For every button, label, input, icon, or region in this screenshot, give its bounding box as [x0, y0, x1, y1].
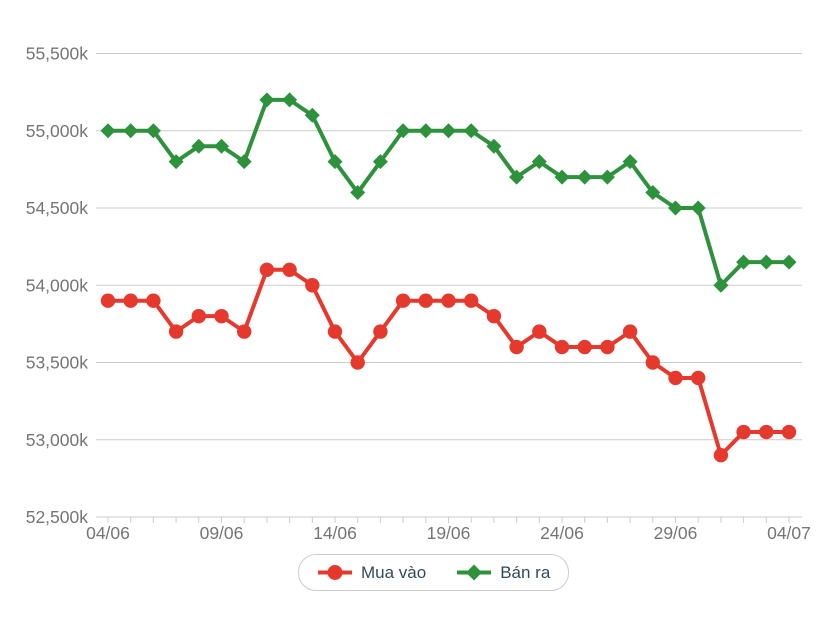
y-axis-label: 55,000k [26, 121, 89, 141]
data-point-mua-vao[interactable] [577, 339, 592, 355]
data-point-ban-ra[interactable] [781, 254, 797, 270]
x-axis-label: 24/06 [540, 523, 584, 543]
data-point-mua-vao[interactable] [532, 324, 547, 339]
x-axis-label: 29/06 [654, 523, 698, 543]
line-circle-marker-icon [318, 565, 352, 580]
data-point-ban-ra[interactable] [100, 123, 116, 139]
y-axis-label: 53,500k [26, 353, 89, 373]
data-point-ban-ra[interactable] [372, 154, 388, 170]
data-point-ban-ra[interactable] [486, 138, 502, 154]
data-point-mua-vao[interactable] [759, 424, 774, 440]
y-axis-label: 53,000k [26, 430, 89, 450]
data-point-mua-vao[interactable] [441, 293, 456, 308]
data-point-mua-vao[interactable] [214, 308, 229, 324]
data-point-mua-vao[interactable] [736, 424, 751, 440]
legend-item-mua-vao[interactable]: Mua vào [317, 564, 426, 581]
data-point-mua-vao[interactable] [486, 308, 502, 324]
data-point-ban-ra[interactable] [191, 138, 207, 154]
x-axis-label: 04/07 [767, 523, 811, 543]
data-point-mua-vao[interactable] [237, 324, 252, 339]
data-point-ban-ra[interactable] [645, 185, 661, 201]
data-point-mua-vao[interactable] [622, 324, 638, 339]
data-point-ban-ra[interactable] [622, 154, 638, 170]
x-axis-label: 04/06 [86, 523, 130, 543]
legend-item-ban-ra[interactable]: Bán ra [456, 564, 550, 581]
data-point-ban-ra[interactable] [282, 92, 298, 108]
data-point-ban-ra[interactable] [668, 200, 683, 216]
chart-legend: Mua vào Bán ra [298, 554, 570, 591]
data-point-mua-vao[interactable] [282, 262, 297, 277]
y-axis-label: 52,500k [26, 507, 89, 527]
data-point-mua-vao[interactable] [123, 293, 138, 308]
data-point-ban-ra[interactable] [577, 169, 593, 185]
x-axis-label: 09/06 [200, 523, 244, 543]
y-axis-label: 54,500k [26, 198, 89, 218]
data-point-ban-ra[interactable] [168, 154, 184, 170]
data-point-ban-ra[interactable] [463, 123, 479, 139]
data-point-ban-ra[interactable] [713, 277, 729, 293]
data-point-mua-vao[interactable] [350, 355, 365, 370]
data-point-mua-vao[interactable] [781, 424, 797, 440]
data-point-ban-ra[interactable] [736, 254, 752, 270]
data-point-ban-ra[interactable] [690, 200, 706, 216]
data-point-mua-vao[interactable] [168, 324, 184, 339]
data-point-mua-vao[interactable] [668, 370, 683, 386]
legend-label-ban-ra: Bán ra [500, 563, 551, 582]
data-point-ban-ra[interactable] [758, 254, 774, 270]
data-point-ban-ra[interactable] [509, 169, 525, 185]
legend-label-mua-vao: Mua vào [361, 563, 427, 582]
data-point-mua-vao[interactable] [327, 324, 343, 339]
data-point-mua-vao[interactable] [600, 339, 615, 355]
data-point-ban-ra[interactable] [554, 169, 570, 185]
data-point-ban-ra[interactable] [236, 154, 252, 170]
line-diamond-marker-icon [457, 564, 492, 581]
data-point-mua-vao[interactable] [418, 293, 433, 308]
data-point-ban-ra[interactable] [214, 138, 229, 154]
data-point-mua-vao[interactable] [554, 339, 570, 355]
data-point-ban-ra[interactable] [418, 123, 434, 139]
y-axis-label: 55,500k [26, 44, 89, 64]
data-point-ban-ra[interactable] [441, 123, 456, 139]
data-point-ban-ra[interactable] [145, 123, 161, 139]
data-point-mua-vao[interactable] [100, 293, 116, 308]
data-point-mua-vao[interactable] [146, 293, 161, 308]
data-point-mua-vao[interactable] [464, 293, 479, 308]
data-point-ban-ra[interactable] [350, 185, 366, 201]
data-point-ban-ra[interactable] [259, 92, 275, 108]
data-point-mua-vao[interactable] [645, 355, 660, 370]
data-point-ban-ra[interactable] [327, 154, 343, 170]
data-point-ban-ra[interactable] [395, 123, 411, 139]
y-axis-label: 54,000k [26, 275, 89, 295]
data-point-mua-vao[interactable] [691, 370, 706, 386]
data-point-ban-ra[interactable] [531, 154, 547, 170]
data-point-mua-vao[interactable] [713, 448, 729, 463]
data-point-mua-vao[interactable] [191, 308, 206, 324]
x-axis-label: 14/06 [313, 523, 357, 543]
data-point-ban-ra[interactable] [123, 123, 139, 139]
data-point-mua-vao[interactable] [509, 339, 524, 355]
data-point-ban-ra[interactable] [599, 169, 615, 185]
data-point-mua-vao[interactable] [373, 324, 388, 339]
data-point-mua-vao[interactable] [395, 293, 411, 308]
data-point-ban-ra[interactable] [304, 107, 320, 123]
data-point-mua-vao[interactable] [305, 278, 320, 293]
data-point-mua-vao[interactable] [259, 262, 275, 277]
x-axis-label: 19/06 [427, 523, 471, 543]
